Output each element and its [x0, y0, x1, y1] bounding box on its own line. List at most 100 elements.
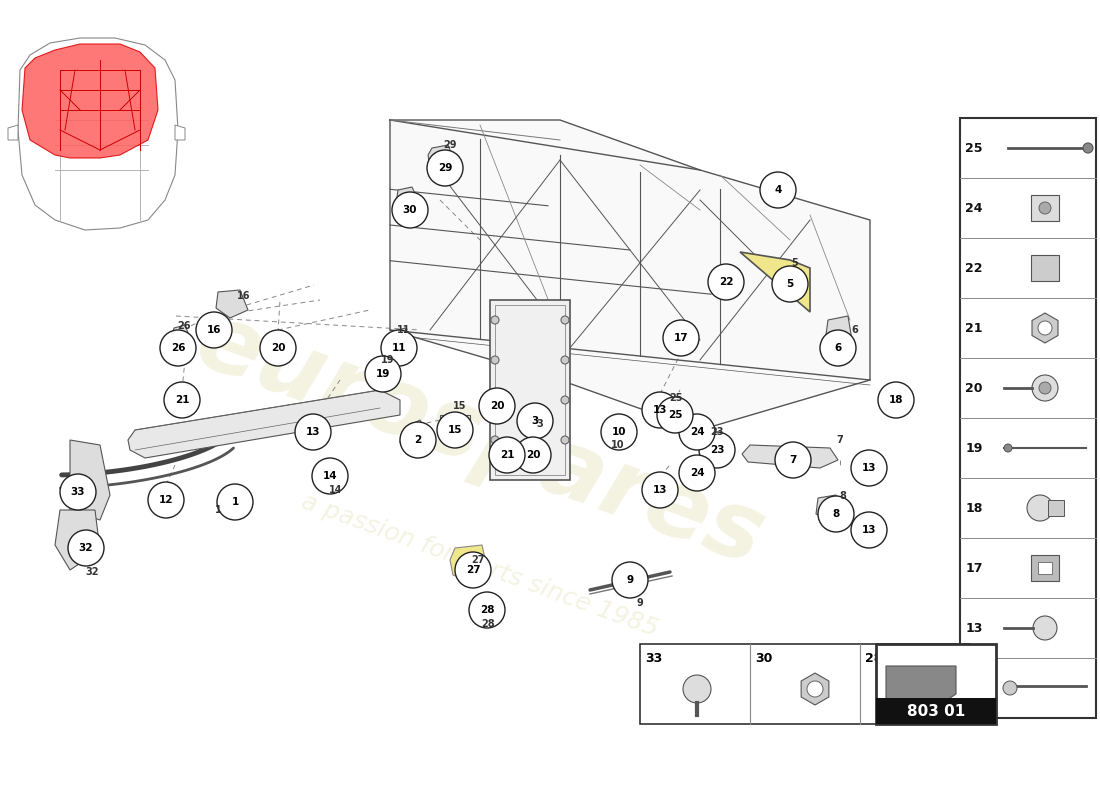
Circle shape: [776, 442, 811, 478]
Text: 13: 13: [306, 427, 320, 437]
Text: 13: 13: [652, 405, 668, 415]
Circle shape: [455, 552, 491, 588]
Circle shape: [437, 412, 473, 448]
Polygon shape: [740, 252, 810, 312]
Circle shape: [708, 264, 744, 300]
Circle shape: [392, 192, 428, 228]
Bar: [960, 118, 1096, 718]
Text: 7: 7: [837, 435, 844, 445]
Circle shape: [851, 512, 887, 548]
Bar: [490, 300, 570, 480]
Text: 12: 12: [158, 495, 174, 505]
Text: 21: 21: [499, 450, 515, 460]
Circle shape: [807, 681, 823, 697]
Text: 19: 19: [382, 355, 395, 365]
Text: 20: 20: [271, 343, 285, 353]
Text: 6: 6: [835, 343, 842, 353]
Circle shape: [491, 356, 499, 364]
Polygon shape: [172, 325, 190, 342]
Polygon shape: [396, 187, 418, 210]
Polygon shape: [55, 510, 100, 570]
Circle shape: [400, 422, 436, 458]
Circle shape: [642, 472, 678, 508]
Bar: [1031, 255, 1059, 281]
Bar: [1031, 555, 1059, 581]
Text: 20: 20: [526, 450, 540, 460]
Circle shape: [381, 330, 417, 366]
Circle shape: [612, 562, 648, 598]
Bar: [876, 644, 996, 724]
Circle shape: [260, 330, 296, 366]
Bar: [440, 415, 470, 437]
Circle shape: [1038, 321, 1052, 335]
Polygon shape: [390, 120, 870, 430]
Polygon shape: [400, 420, 428, 455]
Text: 21: 21: [175, 395, 189, 405]
Polygon shape: [705, 435, 724, 454]
Text: 9: 9: [626, 575, 634, 585]
Circle shape: [217, 484, 253, 520]
Text: 1: 1: [214, 505, 221, 515]
Circle shape: [295, 414, 331, 450]
Polygon shape: [886, 666, 956, 704]
Text: 26: 26: [177, 321, 190, 331]
Text: 7: 7: [790, 455, 796, 465]
Text: 16: 16: [238, 291, 251, 301]
Polygon shape: [390, 328, 410, 346]
Text: 23: 23: [711, 427, 724, 437]
Polygon shape: [1032, 313, 1058, 343]
Circle shape: [642, 392, 678, 428]
Circle shape: [469, 592, 505, 628]
Text: 29: 29: [443, 140, 456, 150]
Text: 803 01: 803 01: [906, 703, 965, 718]
Text: eurospares: eurospares: [184, 294, 777, 586]
Polygon shape: [742, 445, 838, 468]
Circle shape: [164, 382, 200, 418]
Text: 5: 5: [792, 258, 799, 268]
Text: 25: 25: [669, 393, 683, 403]
Text: 15: 15: [448, 425, 462, 435]
Text: 26: 26: [170, 343, 185, 353]
Polygon shape: [825, 316, 852, 350]
Text: 30: 30: [756, 651, 772, 665]
Text: 3: 3: [537, 419, 543, 429]
Circle shape: [491, 436, 499, 444]
Circle shape: [427, 150, 463, 186]
Bar: [876, 698, 996, 724]
Circle shape: [820, 330, 856, 366]
Text: 20: 20: [966, 382, 982, 394]
Text: 28: 28: [866, 651, 882, 665]
Text: 24: 24: [966, 202, 982, 214]
Text: 14: 14: [322, 471, 338, 481]
Polygon shape: [18, 38, 178, 230]
Text: 33: 33: [646, 651, 662, 665]
Polygon shape: [128, 390, 400, 458]
Circle shape: [490, 437, 525, 473]
Text: 13: 13: [861, 463, 877, 473]
Circle shape: [657, 397, 693, 433]
Text: 17: 17: [673, 333, 689, 343]
Circle shape: [196, 312, 232, 348]
Circle shape: [561, 436, 569, 444]
Text: 15: 15: [453, 401, 466, 411]
Circle shape: [491, 316, 499, 324]
Circle shape: [679, 414, 715, 450]
Text: 27: 27: [465, 565, 481, 575]
Circle shape: [601, 414, 637, 450]
Polygon shape: [603, 420, 623, 440]
Polygon shape: [22, 44, 158, 158]
Circle shape: [60, 474, 96, 510]
Text: 8: 8: [839, 491, 846, 501]
Circle shape: [148, 482, 184, 518]
Circle shape: [561, 316, 569, 324]
Text: 12: 12: [966, 682, 982, 694]
Circle shape: [878, 382, 914, 418]
Text: 24: 24: [690, 468, 704, 478]
Bar: [495, 305, 565, 475]
Text: 27: 27: [471, 555, 485, 565]
Circle shape: [760, 172, 796, 208]
Polygon shape: [816, 495, 842, 520]
Circle shape: [698, 432, 735, 468]
Text: 3: 3: [531, 416, 539, 426]
Bar: [1048, 500, 1064, 516]
